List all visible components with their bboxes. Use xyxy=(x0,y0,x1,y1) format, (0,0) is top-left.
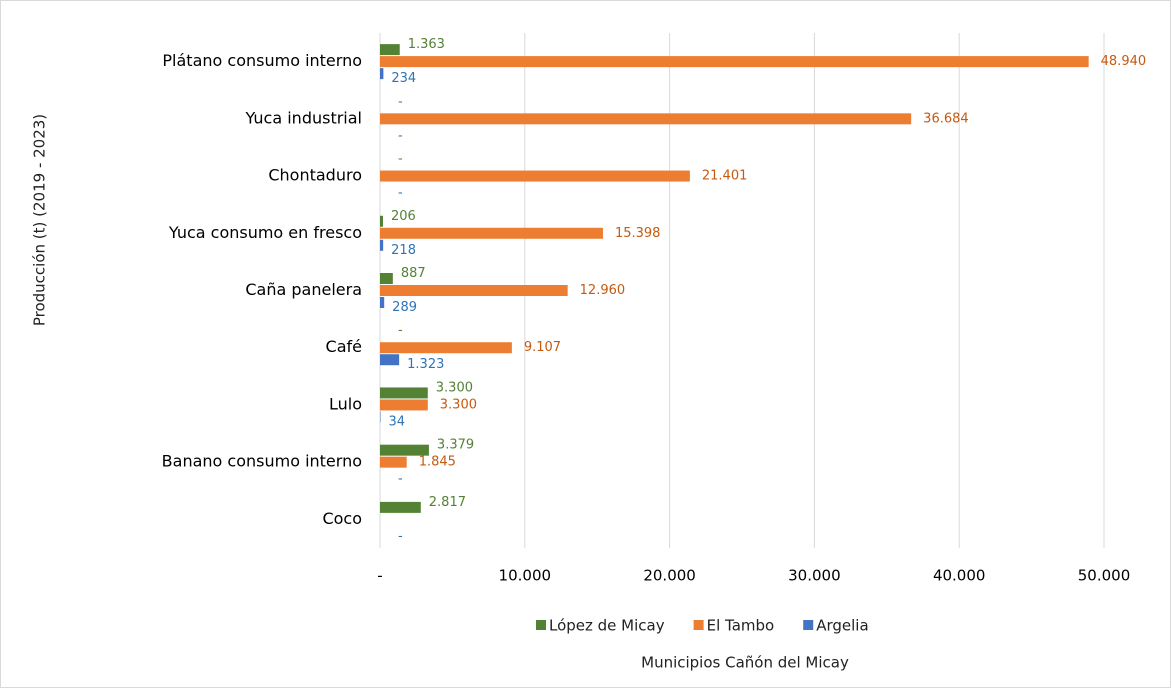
legend-label: Argelia xyxy=(816,617,868,635)
x-tick-label: 10.000 xyxy=(499,567,552,585)
value-label: 3.379 xyxy=(437,438,474,453)
bar xyxy=(380,399,428,411)
value-label: 48.940 xyxy=(1101,54,1147,69)
bar xyxy=(380,239,384,251)
legend-label: El Tambo xyxy=(707,617,775,635)
bar xyxy=(380,215,383,227)
value-label: 206 xyxy=(391,209,416,224)
bar xyxy=(380,44,400,56)
bar xyxy=(380,227,603,239)
bar xyxy=(380,273,393,284)
y-tick-label: Chontaduro xyxy=(268,166,362,185)
y-tick-label: Plátano consumo interno xyxy=(162,51,362,70)
bar xyxy=(380,501,421,513)
legend-swatch xyxy=(803,620,814,630)
bar xyxy=(380,68,384,80)
bar xyxy=(380,354,400,366)
legend-swatch xyxy=(536,620,546,630)
value-label: - xyxy=(398,186,403,201)
x-tick-label: - xyxy=(377,567,382,585)
value-label: - xyxy=(398,472,403,487)
value-label: 15.398 xyxy=(615,226,661,241)
value-label: - xyxy=(398,529,403,544)
bar xyxy=(380,456,407,468)
y-tick-label: Yuca industrial xyxy=(244,108,362,127)
bar xyxy=(380,342,512,354)
legend-label: López de Micay xyxy=(549,617,665,635)
value-label: 1.363 xyxy=(408,37,445,52)
value-label: 289 xyxy=(392,300,417,315)
x-tick-label: 30.000 xyxy=(788,567,841,585)
legend-swatch xyxy=(693,620,704,630)
value-label: 9.107 xyxy=(524,340,561,355)
x-tick-label: 50.000 xyxy=(1078,567,1131,585)
bar xyxy=(380,297,385,308)
value-label: 3.300 xyxy=(440,397,477,412)
x-tick-label: 40.000 xyxy=(933,567,986,585)
y-tick-label: Café xyxy=(326,337,362,356)
bar xyxy=(380,387,428,399)
y-tick-label: Yuca consumo en fresco xyxy=(168,223,362,242)
value-label: - xyxy=(398,94,403,109)
value-label: 887 xyxy=(401,266,426,281)
value-label: 2.817 xyxy=(429,495,466,510)
value-label: 21.401 xyxy=(702,169,748,184)
value-label: - xyxy=(398,152,403,167)
value-label: 234 xyxy=(391,71,416,86)
value-label: 36.684 xyxy=(923,111,969,126)
x-tick-label: 20.000 xyxy=(643,567,696,585)
bar xyxy=(380,56,1089,68)
value-label: 12.960 xyxy=(580,283,626,298)
value-label: 3.300 xyxy=(436,380,473,395)
y-tick-label: Banano consumo interno xyxy=(162,452,362,471)
y-tick-label: Coco xyxy=(322,509,362,528)
value-label: - xyxy=(398,323,403,338)
value-label: 1.845 xyxy=(419,455,456,470)
bar xyxy=(380,444,429,456)
bar xyxy=(380,113,912,125)
value-label: 34 xyxy=(388,414,405,429)
bar xyxy=(380,170,690,182)
y-axis-title: Producción (t) (2019 - 2023) xyxy=(31,114,49,326)
bar xyxy=(380,285,568,296)
value-label: 218 xyxy=(391,243,416,258)
value-label: 1.323 xyxy=(407,357,444,372)
x-axis-title: Municipios Cañón del Micay xyxy=(641,654,849,672)
y-tick-label: Lulo xyxy=(329,394,362,413)
value-label: - xyxy=(398,128,403,143)
y-tick-label: Caña panelera xyxy=(245,280,362,299)
